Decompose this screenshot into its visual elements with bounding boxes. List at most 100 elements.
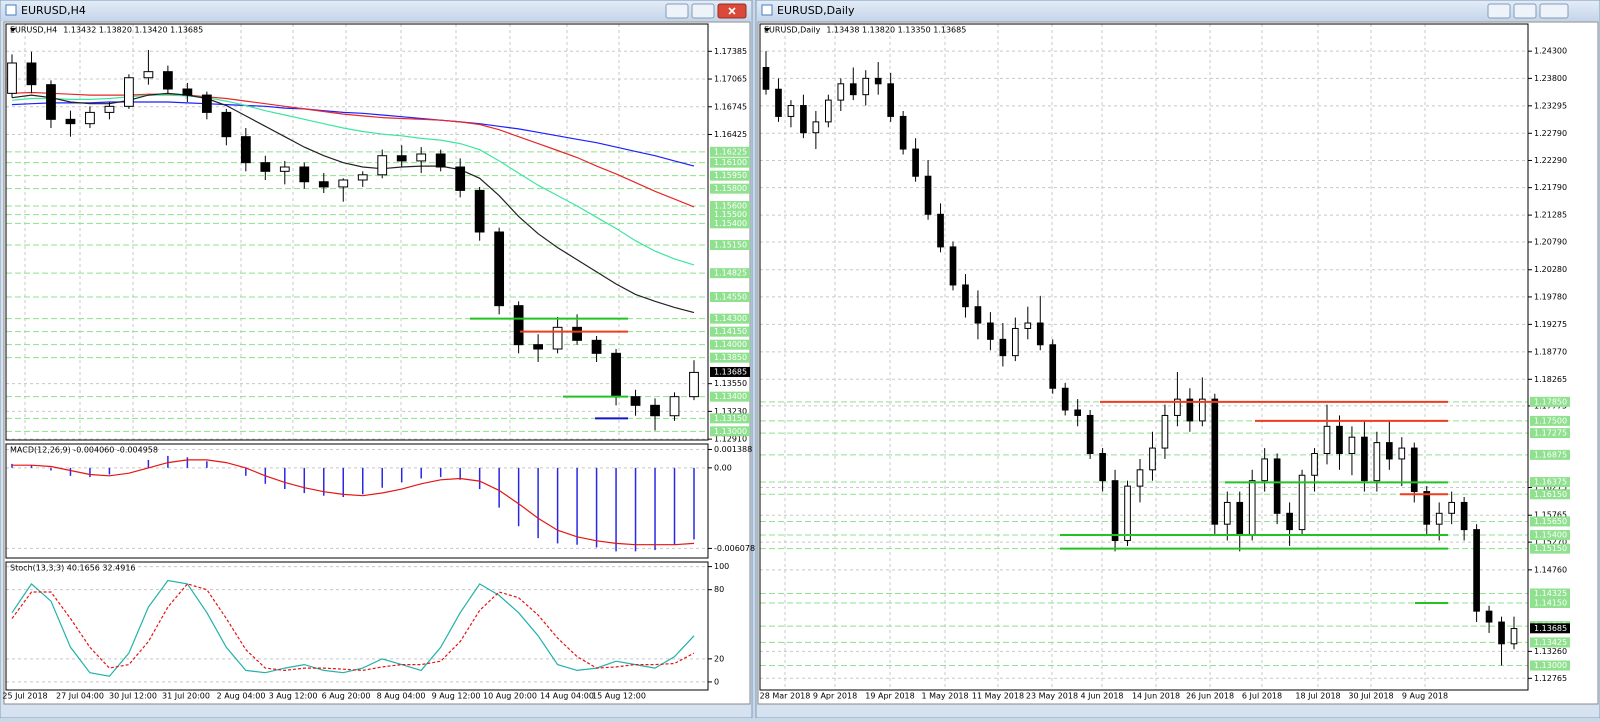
x-tick-label: 2 Aug 04:00 bbox=[217, 692, 266, 701]
candle-body bbox=[221, 111, 232, 138]
candle-body bbox=[800, 105, 807, 134]
candle-body bbox=[999, 338, 1007, 357]
x-tick-label: 30 Jul 2018 bbox=[1348, 692, 1393, 701]
candle-body bbox=[1410, 447, 1418, 493]
candle-body bbox=[1448, 501, 1455, 514]
y-tick-label: 1.21790 bbox=[1534, 183, 1567, 192]
candle-body bbox=[1223, 501, 1231, 525]
y-tick-label: 1.14760 bbox=[1534, 565, 1567, 574]
level-label-box bbox=[710, 292, 750, 302]
candle-body bbox=[937, 213, 944, 248]
candle-body bbox=[416, 153, 427, 162]
candle-body bbox=[1061, 387, 1069, 411]
level-label-box bbox=[710, 201, 750, 211]
indicator-title: EURUSD,Daily bbox=[764, 26, 821, 35]
candle-body bbox=[318, 181, 329, 188]
x-tick-label: 9 Apr 2018 bbox=[813, 692, 857, 701]
level-label: 1.14000 bbox=[714, 340, 747, 349]
candle-body bbox=[812, 121, 820, 134]
level-label-box bbox=[710, 391, 750, 402]
level-label: 1.14150 bbox=[714, 327, 747, 336]
candle-body bbox=[143, 71, 154, 79]
candle-body bbox=[1111, 480, 1119, 541]
x-tick-label: 18 Jul 2018 bbox=[1295, 692, 1340, 701]
panel-arrow bbox=[764, 28, 770, 32]
candle-body bbox=[787, 105, 795, 117]
candle-body bbox=[396, 155, 407, 162]
y-tick-label: 1.15270 bbox=[1534, 538, 1567, 547]
candle-body bbox=[240, 136, 251, 164]
level-label: 1.14300 bbox=[714, 314, 747, 323]
y-tick-label: 80 bbox=[714, 585, 724, 594]
candle-body bbox=[1510, 628, 1518, 645]
y-tick-label: 1.22290 bbox=[1534, 156, 1567, 165]
candle-body bbox=[494, 231, 505, 307]
title-bar bbox=[757, 1, 1599, 21]
close-button[interactable] bbox=[1539, 3, 1569, 19]
level-label-box bbox=[1530, 477, 1570, 488]
maximize-button[interactable] bbox=[1513, 3, 1537, 19]
level-label: 1.13000 bbox=[1534, 661, 1567, 670]
x-tick-label: 30 Jul 12:00 bbox=[109, 692, 157, 701]
candle-body bbox=[124, 77, 134, 107]
level-label-box bbox=[710, 339, 750, 350]
candle-body bbox=[279, 166, 290, 172]
level-label: 1.15400 bbox=[1534, 531, 1567, 540]
candle-body bbox=[912, 148, 919, 177]
level-label-box bbox=[1530, 637, 1570, 648]
level-label-box bbox=[1530, 543, 1570, 554]
candle-body bbox=[1136, 469, 1144, 487]
level-label: 1.15950 bbox=[714, 171, 747, 180]
last-price: 1.13685 bbox=[714, 367, 747, 376]
candle-body bbox=[689, 371, 699, 398]
y-tick-label: 1.20790 bbox=[1534, 238, 1567, 247]
candle-body bbox=[1311, 453, 1318, 476]
y-tick-label: 1.23800 bbox=[1534, 74, 1567, 83]
candle-body bbox=[1074, 409, 1081, 416]
candle-body bbox=[1248, 480, 1256, 536]
panel-frame bbox=[759, 23, 1529, 691]
y-tick-label: 1.17385 bbox=[714, 47, 747, 56]
indicator-title: Stoch(13,3,3) 40.1656 32.4916 bbox=[10, 564, 136, 573]
minimize-button[interactable] bbox=[665, 3, 689, 19]
level-label-box bbox=[1530, 598, 1570, 609]
x-tick-label: 1 May 2018 bbox=[921, 692, 968, 701]
y-tick-label: 1.22790 bbox=[1534, 129, 1567, 138]
y-tick-label: 1.16745 bbox=[714, 102, 747, 111]
level-label: 1.13000 bbox=[714, 427, 747, 436]
candle-body bbox=[85, 111, 95, 125]
candle-body bbox=[1161, 414, 1169, 449]
y-tick-label: 1.20280 bbox=[1534, 265, 1567, 274]
level-label-box bbox=[710, 183, 750, 194]
candle-body bbox=[1373, 442, 1381, 482]
level-label-box bbox=[710, 326, 750, 337]
candle-body bbox=[987, 322, 994, 340]
x-tick-label: 6 Jul 2018 bbox=[1242, 692, 1282, 701]
minimize-button[interactable] bbox=[1487, 3, 1511, 19]
indicator-title: EURUSD,H4 bbox=[10, 26, 57, 35]
candle-body bbox=[299, 166, 310, 183]
level-label-box bbox=[710, 157, 750, 168]
candle-body bbox=[1124, 485, 1131, 541]
level-label: 1.14325 bbox=[1534, 589, 1567, 598]
maximize-button[interactable] bbox=[691, 3, 715, 19]
candle-body bbox=[974, 306, 982, 324]
title-bar bbox=[1, 1, 751, 21]
y-tick-label: 1.18770 bbox=[1534, 347, 1567, 356]
level-label: 1.15400 bbox=[714, 219, 747, 228]
level-label: 1.16875 bbox=[1534, 450, 1567, 459]
level-label-box bbox=[710, 240, 750, 250]
last-price-box bbox=[710, 366, 750, 377]
candle-body bbox=[762, 66, 770, 90]
level-label: 1.16100 bbox=[714, 158, 747, 167]
level-label-box bbox=[1530, 415, 1570, 426]
x-tick-label: 19 Apr 2018 bbox=[865, 692, 914, 701]
candle-body bbox=[962, 284, 969, 308]
level-label-box bbox=[710, 413, 750, 424]
level-label: 1.15150 bbox=[1534, 544, 1567, 553]
candle-body bbox=[1236, 501, 1244, 536]
level-label-box bbox=[710, 268, 750, 279]
candle-body bbox=[1261, 458, 1268, 482]
